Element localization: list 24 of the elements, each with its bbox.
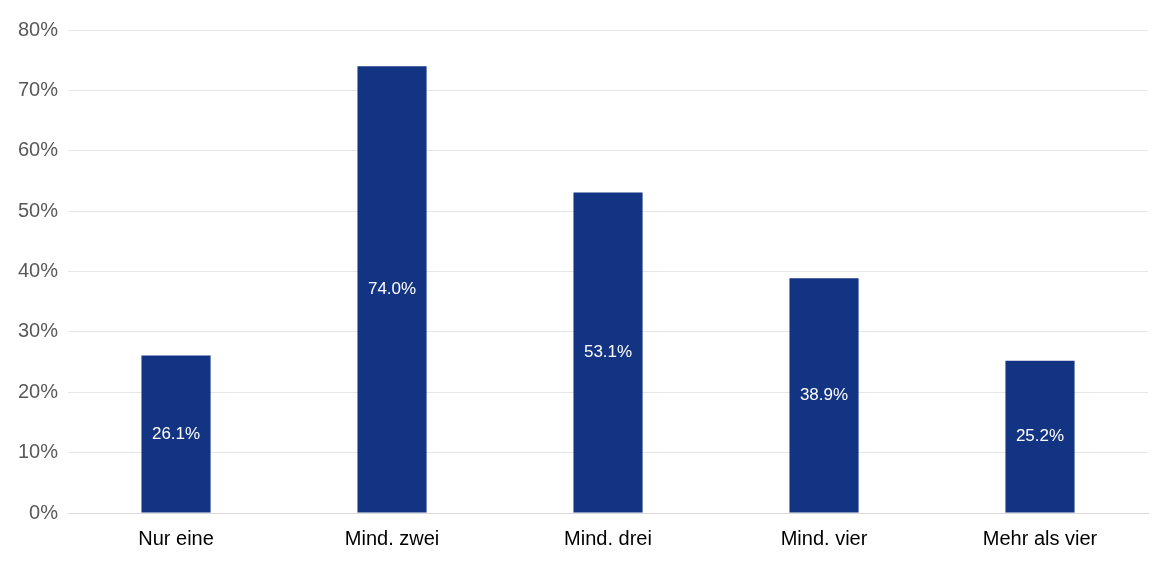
bar <box>789 278 859 513</box>
data-label: 38.9% <box>799 385 849 405</box>
y-tick-label: 50% <box>18 198 59 221</box>
x-tick-label: Mehr als vier <box>982 526 1098 549</box>
y-tick-label: 10% <box>18 440 59 463</box>
y-tick-label: 80% <box>18 17 59 40</box>
y-tick-label: 0% <box>29 500 59 523</box>
bar <box>357 66 427 513</box>
data-label: 25.2% <box>1015 426 1065 446</box>
bar <box>141 355 211 513</box>
data-label: 53.1% <box>583 342 633 362</box>
data-label: 26.1% <box>151 423 201 443</box>
x-tick-label: Mind. zwei <box>344 526 440 549</box>
y-tick-label: 20% <box>18 379 59 402</box>
y-tick-label: 40% <box>18 259 59 282</box>
x-tick-label: Mind. vier <box>780 526 868 549</box>
y-tick-label: 60% <box>18 138 59 161</box>
x-tick-label: Nur eine <box>138 526 214 549</box>
data-label: 74.0% <box>367 279 417 299</box>
bar <box>1005 360 1075 513</box>
x-tick-label: Mind. drei <box>564 526 652 549</box>
y-tick-label: 70% <box>18 77 59 100</box>
bar <box>573 192 643 513</box>
y-tick-label: 30% <box>18 319 59 342</box>
